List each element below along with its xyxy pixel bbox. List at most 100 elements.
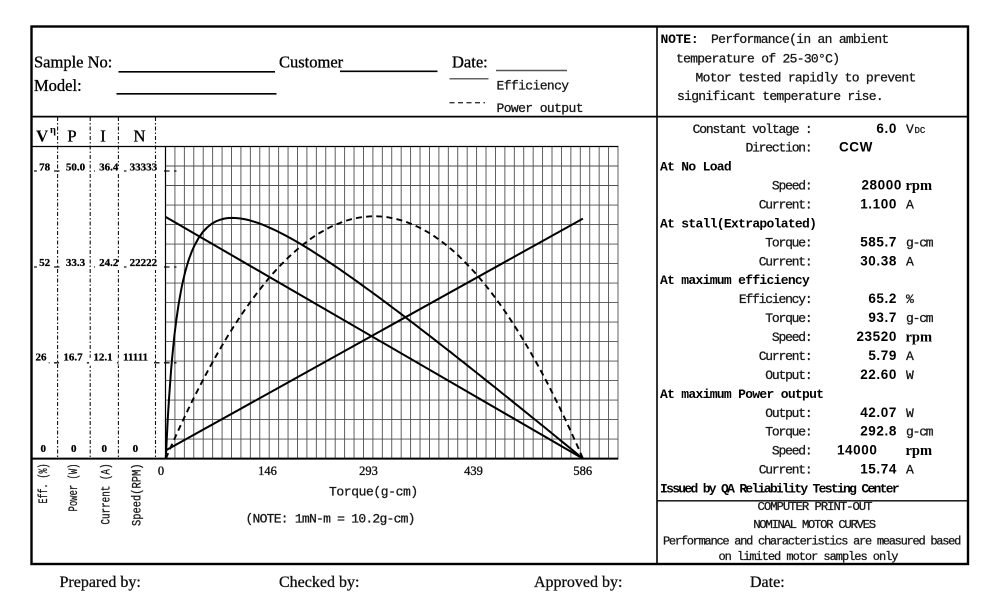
svg-text:At stall(Extrapolated): At stall(Extrapolated) [660,217,816,232]
svg-text:g-cm: g-cm [906,235,934,250]
svg-text:Current:: Current: [759,463,812,478]
svg-text:586: 586 [573,464,592,478]
svg-text:Constant voltage :: Constant voltage : [693,122,812,137]
svg-text:CCW: CCW [839,140,873,155]
svg-text:22.60: 22.60 [860,367,897,382]
svg-text:Issued by QA Reliability Testi: Issued by QA Reliability Testing Center [660,482,899,497]
svg-text:22222: 22222 [130,257,158,269]
svg-text:Approved by:: Approved by: [534,574,622,591]
svg-text:Current:: Current: [759,254,812,269]
svg-text:Efficiency: Efficiency [497,79,570,94]
svg-text:Power output: Power output [497,101,583,116]
svg-text:A: A [906,349,914,364]
svg-text:Date:: Date: [750,574,785,591]
svg-text:0: 0 [71,443,77,455]
svg-text:16.7: 16.7 [63,352,83,364]
svg-text:Speed(RPM): Speed(RPM) [131,464,145,527]
svg-text:24.2: 24.2 [99,257,119,269]
svg-text:temperature of 25-30°C): temperature of 25-30°C) [676,52,839,67]
svg-text:I: I [100,127,106,146]
svg-text:NOTE:: NOTE: [661,32,699,47]
svg-text:Torque:: Torque: [765,425,811,440]
svg-text:0: 0 [158,464,164,478]
svg-text:At maximum Power output: At maximum Power output [660,387,823,402]
svg-text:Torque:: Torque: [765,311,811,326]
svg-text:36.4: 36.4 [99,161,119,173]
svg-text:DC: DC [915,126,926,136]
svg-text:6.0: 6.0 [876,121,897,136]
svg-text:12.1: 12.1 [93,352,112,364]
svg-text:V: V [36,127,49,146]
svg-text:26: 26 [36,352,48,364]
svg-text:(NOTE: 1mN-m = 10.2g-cm): (NOTE: 1mN-m = 10.2g-cm) [246,512,415,527]
svg-text:rpm: rpm [906,443,933,459]
svg-text:Sample No:: Sample No: [34,53,112,72]
svg-text:Current (A): Current (A) [99,464,113,525]
svg-text:Speed:: Speed: [772,444,812,459]
svg-text:Speed:: Speed: [772,179,812,194]
svg-text:Date:: Date: [452,53,488,72]
svg-text:on limited motor samples only: on limited motor samples only [719,550,899,564]
svg-text:V: V [906,122,914,137]
svg-text:1.100: 1.100 [860,197,897,212]
svg-text:Eff. (%): Eff. (%) [37,464,51,504]
svg-text:Performance(in an ambient: Performance(in an ambient [711,32,889,47]
svg-text:14000: 14000 [837,443,878,458]
svg-text:%: % [906,292,914,307]
svg-text:Motor tested rapidly to preven: Motor tested rapidly to prevent [696,71,916,86]
svg-text:Efficiency:: Efficiency: [739,292,812,307]
svg-text:significant temperature rise.: significant temperature rise. [677,89,883,104]
svg-text:23520: 23520 [856,329,897,344]
svg-text:rpm: rpm [906,330,933,346]
svg-text:42.07: 42.07 [860,405,897,420]
svg-text:0: 0 [101,443,107,455]
svg-text:At No Load: At No Load [660,160,731,175]
svg-text:N: N [134,127,146,146]
svg-text:78: 78 [39,161,51,173]
svg-text:585.7: 585.7 [860,234,897,249]
svg-text:Direction:: Direction: [745,141,811,156]
svg-text:Checked by:: Checked by: [279,574,359,591]
svg-text:Prepared by:: Prepared by: [60,574,141,591]
svg-text:0: 0 [40,443,46,455]
svg-text:Speed:: Speed: [772,330,812,345]
svg-text:292.8: 292.8 [860,424,897,439]
svg-text:P: P [67,127,76,146]
svg-text:33333: 33333 [130,161,158,173]
svg-text:W: W [906,368,914,383]
svg-text:Output:: Output: [765,368,811,383]
svg-text:52: 52 [39,257,51,269]
svg-text:33.3: 33.3 [66,257,86,269]
svg-text:g-cm: g-cm [906,311,934,326]
svg-text:W: W [906,406,914,421]
svg-text:η: η [50,125,56,136]
svg-text:A: A [906,463,914,478]
svg-text:NOMINAL MOTOR CURVES: NOMINAL MOTOR CURVES [753,518,876,532]
svg-text:11111: 11111 [123,352,148,364]
svg-text:Current:: Current: [759,198,812,213]
svg-text:50.0: 50.0 [66,161,86,173]
svg-text:Torque(g-cm): Torque(g-cm) [329,485,418,500]
svg-text:Torque:: Torque: [765,235,811,250]
svg-text:65.2: 65.2 [868,291,897,306]
svg-text:Performance and characteristic: Performance and characteristics are meas… [663,535,961,549]
svg-text:15.74: 15.74 [860,462,897,477]
svg-text:28000: 28000 [861,178,902,193]
svg-text:Output:: Output: [765,406,811,421]
svg-text:A: A [906,198,914,213]
svg-text:Current:: Current: [759,349,812,364]
svg-text:A: A [906,254,914,269]
svg-text:5.79: 5.79 [868,348,897,363]
svg-text:30.38: 30.38 [860,253,897,268]
svg-text:439: 439 [464,464,483,478]
svg-text:Power (W): Power (W) [67,464,81,512]
svg-text:Model:: Model: [34,76,82,95]
svg-text:146: 146 [258,464,277,478]
svg-text:COMPUTER PRINT-OUT: COMPUTER PRINT-OUT [758,500,873,514]
svg-text:293: 293 [359,464,378,478]
svg-text:93.7: 93.7 [868,310,897,325]
svg-text:0: 0 [133,443,139,455]
svg-text:rpm: rpm [906,178,933,194]
svg-text:g-cm: g-cm [906,425,934,440]
svg-text:At maximum efficiency: At maximum efficiency [660,273,810,288]
